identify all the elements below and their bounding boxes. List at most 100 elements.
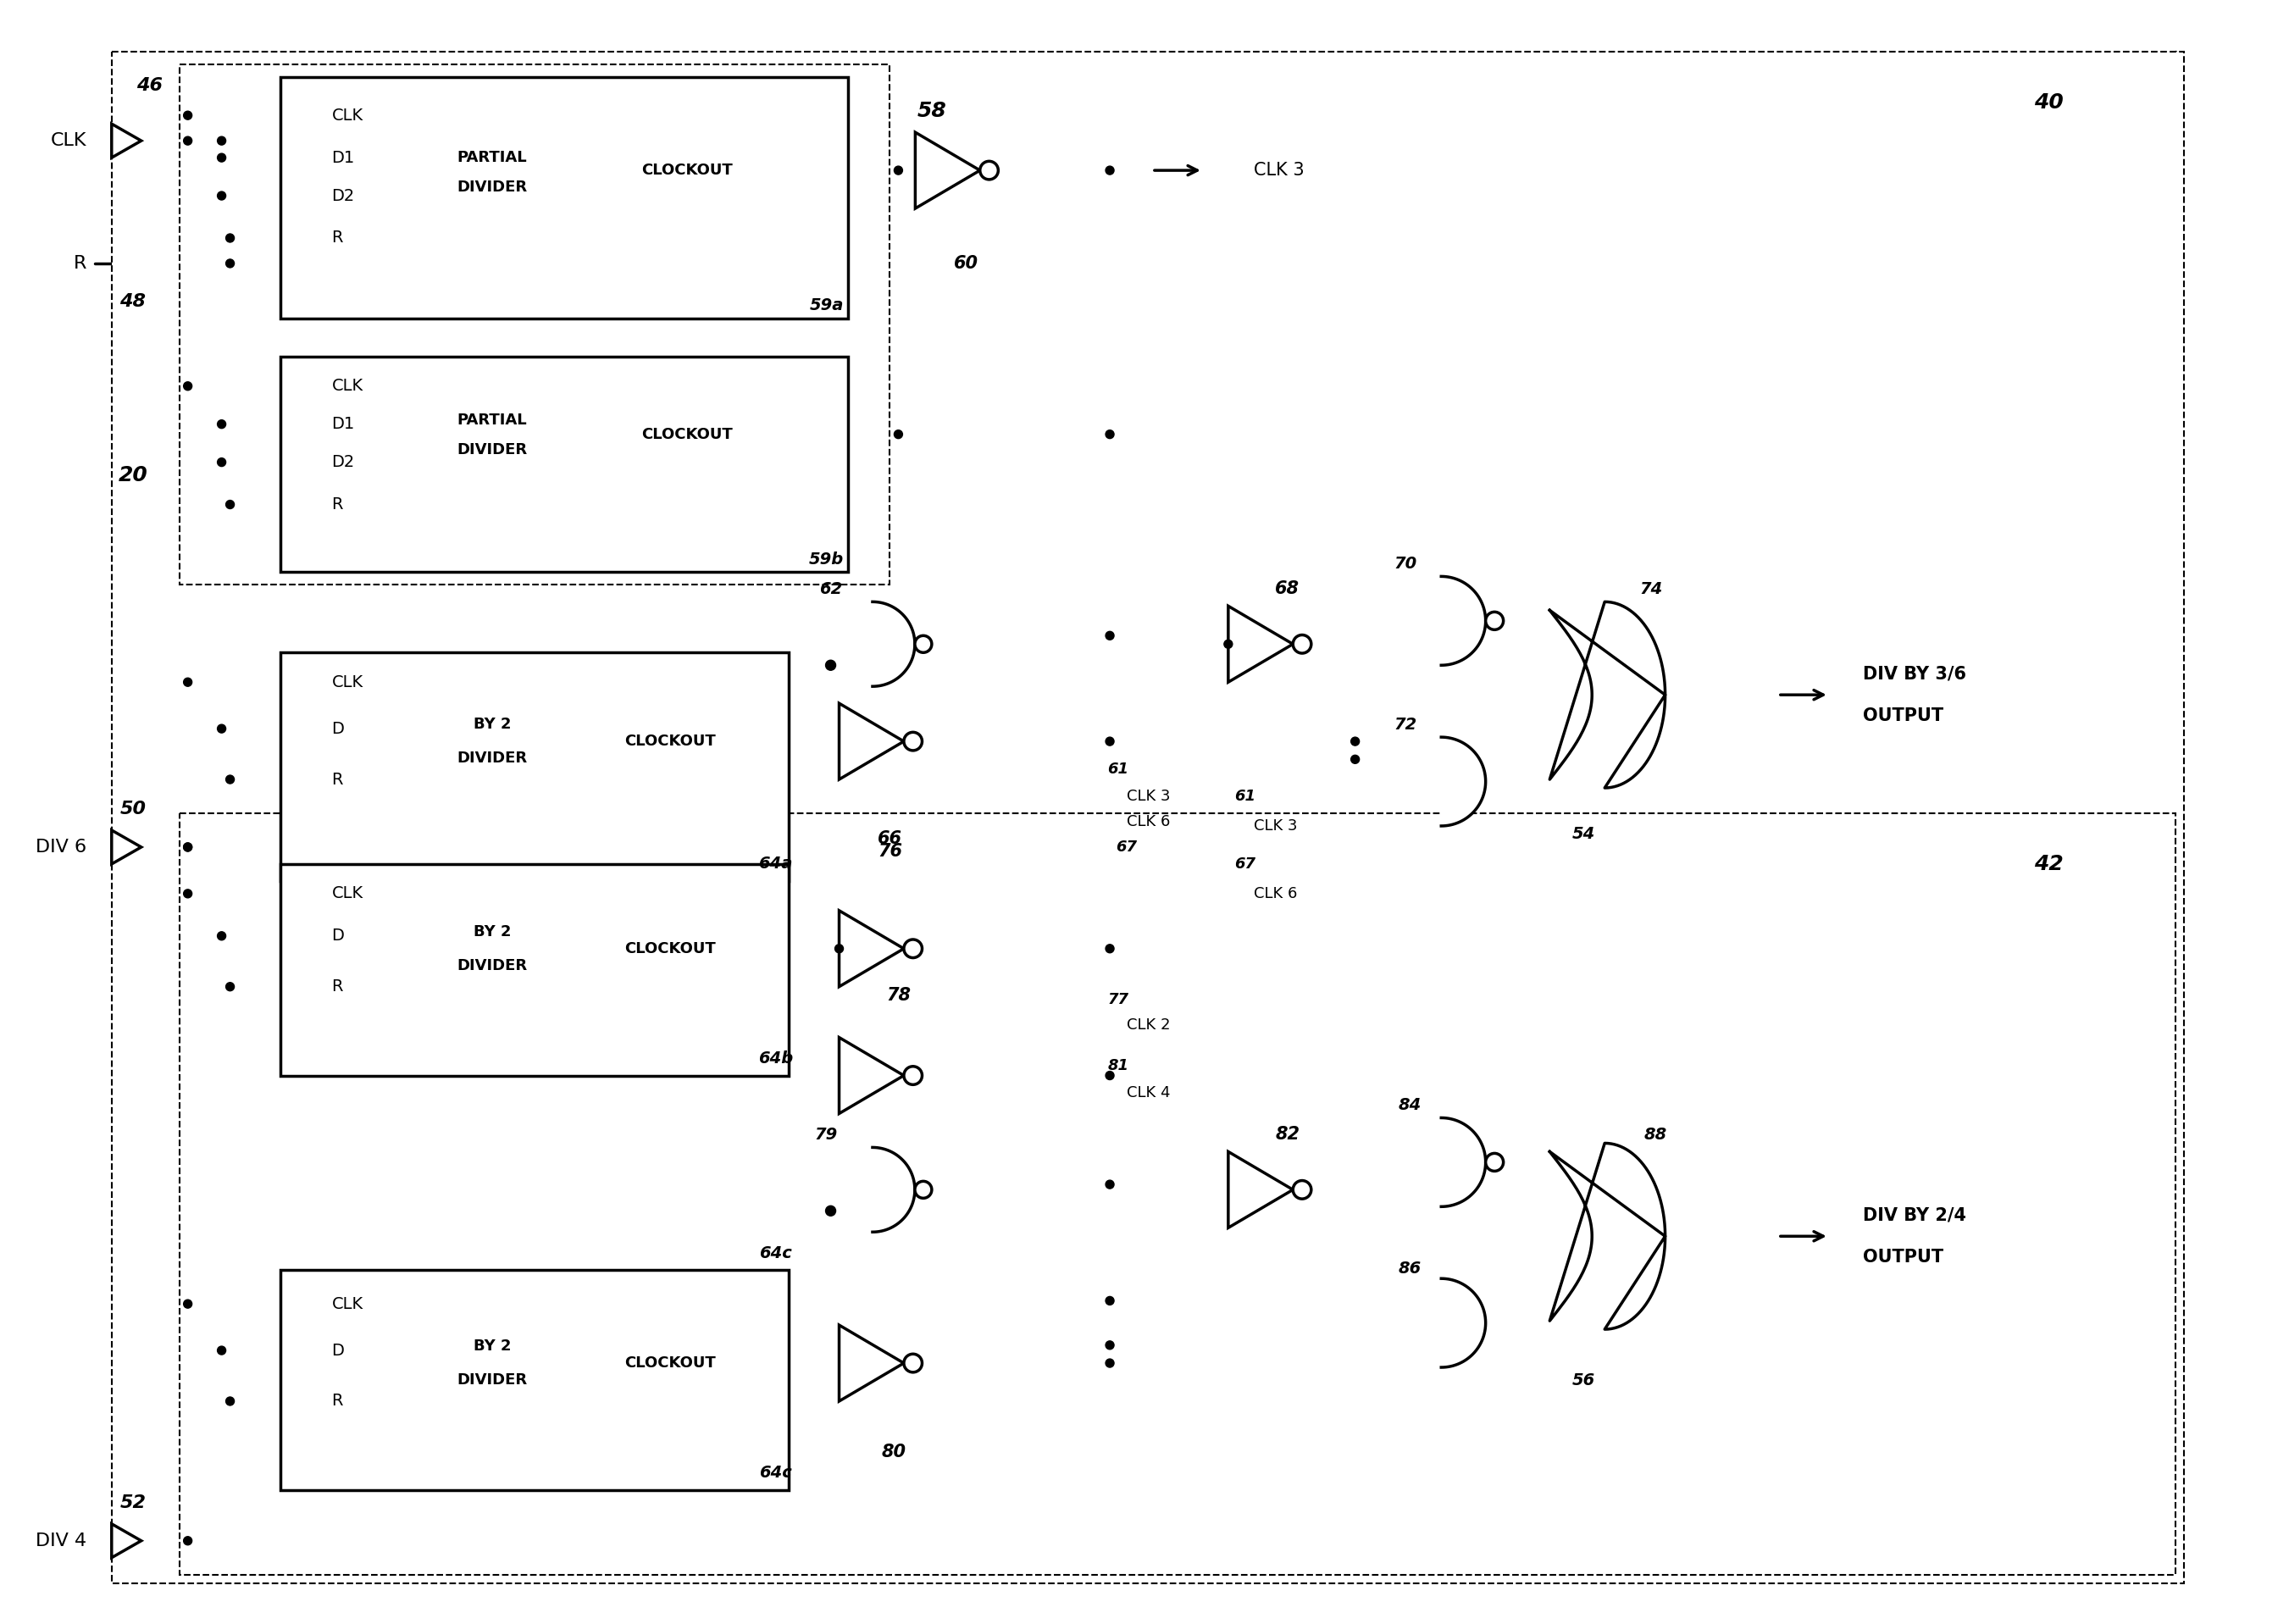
Text: R: R: [332, 231, 343, 247]
Bar: [282, 356, 847, 572]
Text: 46: 46: [137, 78, 163, 94]
Text: 56: 56: [1573, 1372, 1595, 1389]
Circle shape: [904, 1354, 922, 1372]
Polygon shape: [872, 603, 916, 687]
Text: 72: 72: [1394, 716, 1417, 732]
Circle shape: [1106, 1341, 1115, 1350]
Text: 67: 67: [1117, 840, 1138, 854]
Text: DIVIDER: DIVIDER: [458, 750, 526, 767]
Bar: [282, 78, 847, 318]
Text: CLOCKOUT: CLOCKOUT: [641, 427, 732, 442]
Text: R: R: [73, 255, 87, 271]
Circle shape: [1486, 612, 1504, 630]
Text: CLK: CLK: [332, 378, 364, 395]
Circle shape: [1106, 737, 1115, 745]
Circle shape: [227, 1397, 233, 1405]
Polygon shape: [1442, 737, 1486, 827]
Text: D2: D2: [332, 188, 355, 203]
Circle shape: [1225, 640, 1231, 648]
Circle shape: [217, 1346, 227, 1354]
Text: 61: 61: [1234, 789, 1257, 804]
Text: CLK: CLK: [332, 674, 364, 690]
Text: CLOCKOUT: CLOCKOUT: [625, 940, 716, 957]
Text: CLK 3: CLK 3: [1254, 818, 1298, 833]
Text: 40: 40: [2035, 93, 2062, 112]
Circle shape: [1106, 1296, 1115, 1306]
Text: 50: 50: [119, 801, 146, 817]
Text: 77: 77: [1108, 992, 1128, 1007]
Circle shape: [826, 1205, 835, 1216]
Circle shape: [183, 1299, 192, 1309]
Text: OUTPUT: OUTPUT: [1863, 1249, 1943, 1265]
Text: 60: 60: [955, 255, 977, 271]
Text: 64c: 64c: [760, 1465, 792, 1481]
Text: D1: D1: [332, 416, 355, 432]
Polygon shape: [840, 703, 904, 780]
Polygon shape: [1229, 1151, 1293, 1228]
Circle shape: [826, 659, 835, 671]
Text: 52: 52: [119, 1494, 146, 1512]
Text: 64b: 64b: [758, 1051, 794, 1067]
Circle shape: [183, 843, 192, 851]
Circle shape: [1351, 737, 1360, 745]
Text: D: D: [332, 721, 343, 737]
Circle shape: [227, 260, 233, 268]
Circle shape: [904, 939, 922, 958]
Circle shape: [904, 732, 922, 750]
Text: CLK: CLK: [332, 1296, 364, 1312]
Text: 80: 80: [881, 1444, 906, 1460]
Text: DIVIDER: DIVIDER: [458, 958, 526, 973]
Bar: [282, 1270, 787, 1489]
Text: 64a: 64a: [758, 856, 792, 872]
Text: R: R: [332, 1393, 343, 1410]
Text: 62: 62: [819, 581, 842, 598]
Text: CLOCKOUT: CLOCKOUT: [641, 162, 732, 179]
Text: 20: 20: [119, 464, 146, 486]
Text: DIVIDER: DIVIDER: [458, 180, 526, 195]
Circle shape: [895, 430, 902, 438]
Circle shape: [1106, 430, 1115, 438]
Circle shape: [183, 110, 192, 120]
Circle shape: [227, 234, 233, 242]
Polygon shape: [1550, 1143, 1664, 1330]
Text: CLK: CLK: [332, 107, 364, 123]
Text: DIVIDER: DIVIDER: [458, 442, 526, 456]
Circle shape: [916, 635, 932, 653]
Polygon shape: [840, 1038, 904, 1114]
Polygon shape: [1442, 1278, 1486, 1367]
Circle shape: [217, 192, 227, 200]
Text: 54: 54: [1573, 827, 1595, 843]
Polygon shape: [1442, 577, 1486, 666]
Text: 78: 78: [886, 987, 911, 1004]
Circle shape: [217, 458, 227, 466]
Circle shape: [227, 983, 233, 991]
Text: 59a: 59a: [810, 297, 845, 313]
Text: 42: 42: [2035, 854, 2062, 874]
Text: 68: 68: [1275, 581, 1300, 598]
Text: D1: D1: [332, 149, 355, 166]
Polygon shape: [1550, 603, 1664, 788]
Text: 82: 82: [1275, 1127, 1300, 1143]
Circle shape: [1293, 635, 1312, 653]
Text: D: D: [332, 1343, 343, 1359]
Circle shape: [217, 153, 227, 162]
Text: DIV 4: DIV 4: [34, 1533, 87, 1549]
Circle shape: [1351, 755, 1360, 763]
Text: BY 2: BY 2: [474, 924, 510, 939]
Text: OUTPUT: OUTPUT: [1863, 708, 1943, 724]
Text: 67: 67: [1234, 856, 1257, 872]
Text: DIV 6: DIV 6: [34, 838, 87, 856]
Circle shape: [916, 1181, 932, 1199]
Circle shape: [1486, 1153, 1504, 1171]
Circle shape: [217, 421, 227, 429]
Circle shape: [183, 843, 192, 851]
Text: DIV BY 2/4: DIV BY 2/4: [1863, 1207, 1966, 1223]
Text: BY 2: BY 2: [474, 1338, 510, 1354]
Text: CLK 6: CLK 6: [1126, 814, 1170, 830]
Bar: [282, 653, 787, 880]
Circle shape: [217, 932, 227, 940]
Text: R: R: [332, 497, 343, 513]
Text: 48: 48: [119, 292, 146, 310]
Text: CLK: CLK: [332, 885, 364, 901]
Text: CLK 3: CLK 3: [1254, 162, 1305, 179]
